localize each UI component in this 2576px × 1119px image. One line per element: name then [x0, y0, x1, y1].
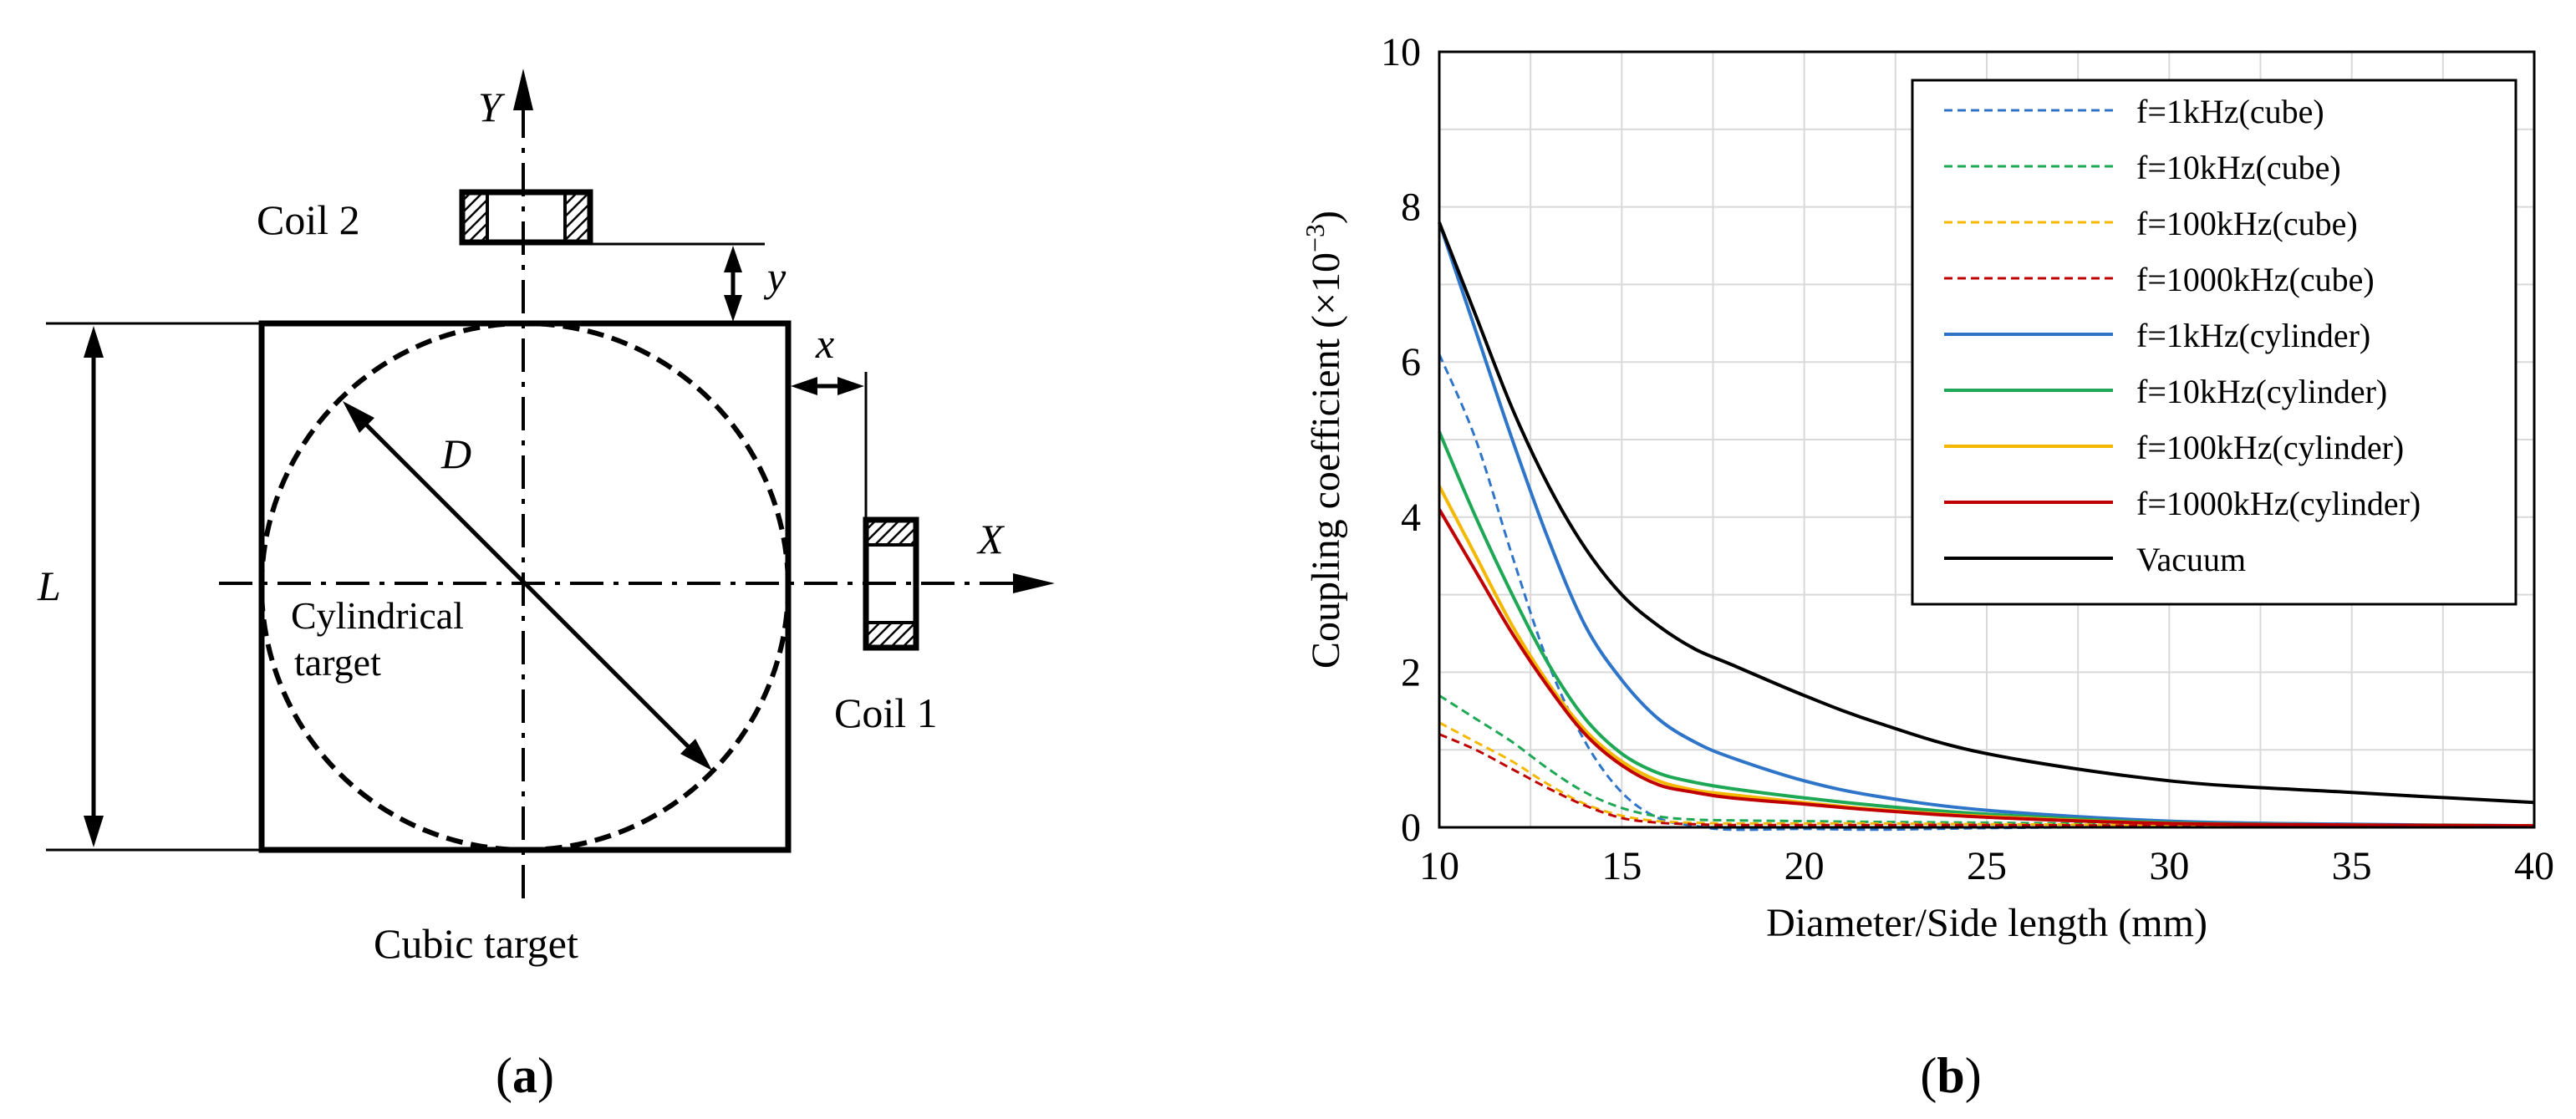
- legend-label-f-1khz-cylinder: f=1kHz(cylinder): [2136, 317, 2370, 354]
- chart-series-layer: [1438, 221, 2535, 832]
- dimension-L-label: L: [37, 562, 61, 609]
- legend-label-f-100khz-cube: f=100kHz(cube): [2136, 205, 2358, 242]
- coil-1: [863, 516, 919, 651]
- dimension-D-arrowhead-start-icon: [343, 401, 374, 433]
- x-axis-title: Diameter/Side length (mm): [1766, 901, 2207, 945]
- dimension-L-arrowhead-top-icon: [84, 326, 104, 358]
- dimension-D-arrowhead-end-icon: [680, 739, 712, 771]
- y-axis-label: Y: [478, 84, 506, 130]
- x-tick-label: 15: [1601, 844, 1642, 888]
- legend-label-f-10khz-cylinder: f=10kHz(cylinder): [2136, 373, 2387, 410]
- plot-frame: [1438, 50, 2536, 829]
- dimension-D-arrow: [349, 408, 705, 764]
- chart-legend: f=1kHz(cube) f=10kHz(cube) f=100kHz(cube) f…: [1911, 79, 2517, 606]
- coil-2: [459, 189, 593, 246]
- y-tick-labels: 0 2 4 6 8 10: [1381, 30, 1421, 850]
- dimension-x-label: x: [815, 320, 834, 367]
- x-tick-label: 30: [2149, 844, 2189, 888]
- legend-label-f-1000khz-cube: f=1000kHz(cube): [2136, 261, 2375, 298]
- legend-label-f-1000khz-cylinder: f=1000kHz(cylinder): [2136, 485, 2421, 522]
- y-axis-title-exponent: −3: [1300, 224, 1330, 252]
- coil-1-label: Coil 1: [834, 689, 938, 736]
- dimension-y-arrowhead-top-icon: [724, 246, 742, 272]
- x-tick-label: 25: [1967, 844, 2007, 888]
- panel-b-label: (b): [1920, 1048, 1981, 1103]
- cubic-target-label: Cubic target: [374, 920, 578, 967]
- legend-label-f-1khz-cube: f=1kHz(cube): [2136, 93, 2324, 130]
- dimension-x-arrowhead-right-icon: [837, 377, 864, 395]
- y-tick-label: 8: [1401, 186, 1421, 230]
- series-line-f-1000khz-cube: [1438, 733, 2535, 828]
- series-line-f-100khz-cube: [1438, 721, 2535, 828]
- dimension-L-arrowhead-bottom-icon: [84, 816, 104, 847]
- x-tick-label: 35: [2332, 844, 2372, 888]
- series-line-f-1000khz-cylinder: [1438, 508, 2535, 828]
- coil-2-hatch-right: [563, 191, 592, 244]
- x-tick-label: 10: [1419, 844, 1459, 888]
- cylindrical-label-line1: Cylindrical: [291, 594, 464, 637]
- x-axis-label: X: [976, 516, 1005, 562]
- coil-2-hatch-left: [461, 191, 489, 244]
- coil-2-body: [459, 189, 593, 246]
- coil-1-hatch-top: [864, 518, 918, 547]
- x-tick-label: 40: [2514, 844, 2554, 888]
- y-tick-label: 0: [1401, 806, 1421, 850]
- y-tick-label: 2: [1401, 650, 1421, 694]
- dimension-y-arrowhead-bottom-icon: [724, 295, 742, 322]
- legend-label-f-10khz-cube: f=10kHz(cube): [2136, 149, 2341, 186]
- coupling-coefficient-chart: 10 15 20 25 30 35 40 0 2 4 6 8 10 Diameter/Side len…: [1300, 30, 2554, 945]
- coil-1-body: [863, 516, 919, 651]
- coil-2-label: Coil 2: [257, 196, 360, 243]
- y-axis-title-main: Coupling coefficient (×10: [1304, 252, 1348, 669]
- coil-1-hatch-bottom: [864, 621, 918, 649]
- legend-label-vacuum: Vacuum: [2136, 541, 2246, 578]
- y-tick-label: 6: [1401, 340, 1421, 384]
- x-tick-labels: 10 15 20 25 30 35 40: [1419, 844, 2554, 888]
- cylindrical-target-label: Cylindrical target: [291, 594, 473, 684]
- panel-a-label: (a): [496, 1048, 554, 1103]
- dimension-D-label: D: [440, 430, 471, 477]
- panel-a-diagram: Y X D Cylindrical target L Coi: [37, 69, 1055, 967]
- x-axis-arrow-icon: [1013, 573, 1055, 593]
- y-tick-label: 4: [1401, 496, 1421, 540]
- dimension-y-label: y: [763, 253, 787, 300]
- x-tick-label: 20: [1784, 844, 1825, 888]
- y-axis-title: Coupling coefficient (×10−3): [1300, 211, 1348, 669]
- cylindrical-target-circle: [259, 321, 791, 852]
- series-line-vacuum: [1438, 221, 2535, 805]
- y-axis-arrow-icon: [513, 69, 533, 110]
- y-tick-label: 10: [1381, 30, 1421, 74]
- legend-label-f-100khz-cylinder: f=100kHz(cylinder): [2136, 429, 2404, 466]
- dimension-x-arrowhead-left-icon: [791, 377, 817, 395]
- cylindrical-label-line2: target: [294, 641, 381, 684]
- y-axis-title-close: ): [1304, 211, 1348, 224]
